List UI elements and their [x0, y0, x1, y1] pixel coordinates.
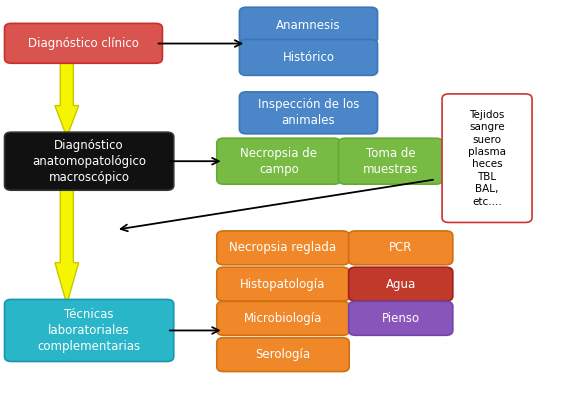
FancyBboxPatch shape: [338, 138, 443, 184]
Text: Necropsia de
campo: Necropsia de campo: [240, 147, 318, 176]
Text: Toma de
muestras: Toma de muestras: [363, 147, 418, 176]
Text: PCR: PCR: [389, 241, 413, 254]
FancyBboxPatch shape: [5, 299, 174, 361]
FancyBboxPatch shape: [442, 94, 532, 222]
FancyBboxPatch shape: [5, 132, 174, 190]
Text: Pienso: Pienso: [381, 312, 420, 325]
FancyBboxPatch shape: [239, 39, 378, 75]
FancyBboxPatch shape: [349, 301, 453, 335]
FancyBboxPatch shape: [217, 138, 341, 184]
Text: Diagnóstico
anatomopatológico
macroscópico: Diagnóstico anatomopatológico macroscópi…: [32, 139, 146, 184]
Polygon shape: [55, 58, 79, 137]
Text: Tejidos
sangre
suero
plasma
heces
TBL
BAL,
etc....: Tejidos sangre suero plasma heces TBL BA…: [468, 110, 506, 207]
Text: Histórico: Histórico: [282, 51, 335, 64]
FancyBboxPatch shape: [217, 231, 349, 265]
FancyBboxPatch shape: [217, 338, 349, 372]
Text: Agua: Agua: [385, 278, 416, 291]
FancyBboxPatch shape: [349, 267, 453, 301]
FancyBboxPatch shape: [217, 267, 349, 301]
FancyBboxPatch shape: [239, 7, 378, 43]
FancyBboxPatch shape: [5, 23, 162, 63]
Text: Microbiología: Microbiología: [244, 312, 322, 325]
Text: Diagnóstico clínico: Diagnóstico clínico: [28, 37, 139, 50]
Text: Serología: Serología: [255, 348, 311, 361]
FancyBboxPatch shape: [217, 301, 349, 335]
FancyBboxPatch shape: [349, 231, 453, 265]
FancyBboxPatch shape: [239, 92, 378, 134]
Text: Inspección de los
animales: Inspección de los animales: [258, 98, 359, 127]
Text: Anamnesis: Anamnesis: [276, 19, 341, 32]
Text: Necropsia reglada: Necropsia reglada: [229, 241, 337, 254]
Polygon shape: [55, 185, 79, 304]
Text: Técnicas
laboratoriales
complementarias: Técnicas laboratoriales complementarias: [37, 308, 141, 353]
Text: Histopatología: Histopatología: [241, 278, 325, 291]
